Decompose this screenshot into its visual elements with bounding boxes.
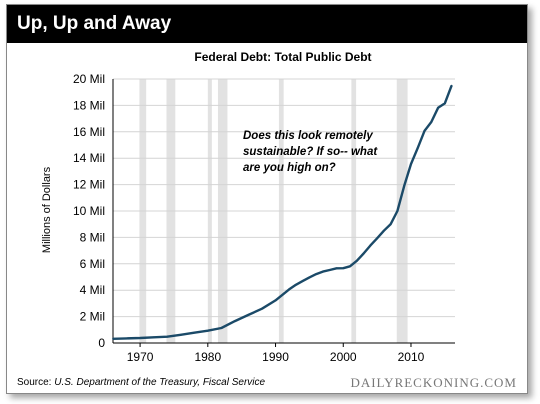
source-text: U.S. Department of the Treasury, Fiscal … xyxy=(54,377,266,388)
data-point xyxy=(362,252,365,255)
y-tick-label: 0 xyxy=(98,336,105,350)
y-tick-label: 2 Mil xyxy=(80,310,105,324)
data-point xyxy=(369,244,372,247)
data-point xyxy=(220,327,223,329)
data-point xyxy=(430,121,433,123)
y-tick-label: 6 Mil xyxy=(80,257,105,271)
data-point xyxy=(396,210,399,212)
x-tick-label: 1990 xyxy=(262,350,289,364)
data-point xyxy=(355,259,358,262)
x-tick-label: 1970 xyxy=(127,350,154,364)
data-point xyxy=(288,288,290,291)
data-point xyxy=(301,280,304,282)
data-point xyxy=(349,265,351,268)
y-tick-label: 8 Mil xyxy=(80,230,105,244)
series-line xyxy=(112,85,453,340)
y-tick-label: 16 Mil xyxy=(73,125,105,139)
data-point xyxy=(261,307,263,310)
page-title: Up, Up and Away xyxy=(7,5,527,43)
chart-card: Up, Up and Away Federal Debt: Total Publ… xyxy=(6,4,528,394)
data-point xyxy=(382,229,385,232)
data-point xyxy=(179,333,182,336)
chart-title: Federal Debt: Total Public Debt xyxy=(194,50,371,64)
data-point xyxy=(322,270,324,273)
annotation-text: Does this look remotely sustainable? If s… xyxy=(243,130,378,174)
data-point xyxy=(376,237,379,240)
data-point xyxy=(410,163,412,165)
x-tick-label: 2000 xyxy=(330,350,357,364)
source-note: Source: U.S. Department of the Treasury,… xyxy=(17,377,265,388)
debt-chart: Federal Debt: Total Public Debt Millions… xyxy=(41,50,455,364)
data-point xyxy=(166,335,169,338)
annotation: Does this look remotely sustainable? If s… xyxy=(243,130,378,174)
data-point xyxy=(315,273,318,275)
data-point xyxy=(125,337,128,340)
data-point xyxy=(206,329,209,332)
y-tick-label: 18 Mil xyxy=(73,98,105,112)
data-point xyxy=(274,299,277,302)
data-point xyxy=(403,185,406,187)
series-layer xyxy=(112,84,453,340)
tick-labels: 0 2 Mil 4 Mil 6 Mil 8 Mil 10 Mil 12 Mil 14 Mil 1… xyxy=(73,72,425,364)
y-axis-label: Millions of Dollars xyxy=(41,166,53,253)
data-point xyxy=(152,336,155,339)
data-point xyxy=(247,313,250,316)
data-point xyxy=(139,337,141,339)
data-point xyxy=(450,84,453,87)
data-point xyxy=(342,267,345,270)
data-point xyxy=(308,276,311,279)
data-point xyxy=(193,331,196,334)
data-point xyxy=(234,320,236,322)
y-tick-label: 10 Mil xyxy=(73,204,105,218)
data-point xyxy=(112,337,114,340)
y-tick-label: 12 Mil xyxy=(73,178,105,192)
y-tick-label: 4 Mil xyxy=(80,283,105,297)
data-point xyxy=(335,267,338,270)
y-tick-label: 20 Mil xyxy=(73,72,105,86)
source-label: Source: xyxy=(17,377,52,388)
gridlines xyxy=(113,78,455,318)
data-point xyxy=(423,129,426,132)
data-point xyxy=(294,283,297,286)
watermark: DAILYRECKONING.COM xyxy=(350,375,517,390)
data-point xyxy=(443,102,446,105)
y-tick-label: 14 Mil xyxy=(73,151,105,165)
data-point xyxy=(389,223,392,225)
x-tick-label: 1980 xyxy=(194,350,221,364)
x-tick-label: 2010 xyxy=(398,350,425,364)
axes xyxy=(112,79,455,344)
data-point xyxy=(437,106,439,109)
data-point xyxy=(328,269,331,271)
data-point xyxy=(416,146,419,149)
